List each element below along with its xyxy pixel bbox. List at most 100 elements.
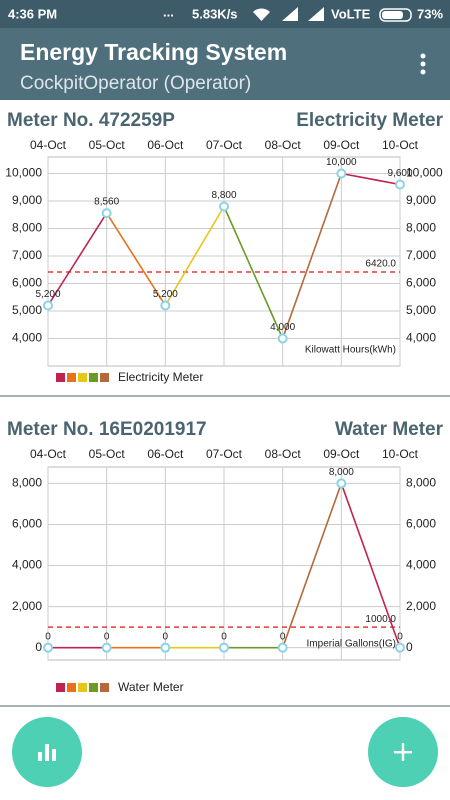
status-battery: 73% <box>417 6 443 21</box>
y2-tick-label: 6,000 <box>406 276 436 290</box>
line-segment <box>340 483 401 648</box>
line-segment <box>105 212 167 306</box>
y-tick-label: 6,000 <box>12 276 42 290</box>
value-label: 5,200 <box>153 289 178 300</box>
legend-swatch <box>67 373 76 382</box>
value-label: 8,560 <box>94 197 119 208</box>
y-tick-label: 5,000 <box>12 303 42 317</box>
y-tick-label: 7,000 <box>12 248 42 262</box>
y2-tick-label: 0 <box>406 640 413 654</box>
value-label: 8,000 <box>329 467 354 478</box>
x-tick-label: 07-Oct <box>206 447 243 461</box>
x-tick-label: 10-Oct <box>382 138 419 152</box>
app-bar <box>0 28 450 100</box>
data-point <box>219 201 229 212</box>
meter-title: Meter No. 472259P <box>7 110 175 131</box>
limit-label: 1000.0 <box>365 614 396 625</box>
line-segment <box>281 173 343 339</box>
y2-tick-label: 8,000 <box>406 221 436 235</box>
value-label: 0 <box>397 631 403 642</box>
y2-tick-label: 5,000 <box>406 303 436 317</box>
y2-tick-label: 9,000 <box>406 193 436 207</box>
legend-swatch <box>56 683 65 692</box>
data-point <box>160 642 171 653</box>
y2-tick-label: 4,000 <box>406 331 436 345</box>
value-label: 9,600 <box>387 168 412 179</box>
value-label: 0 <box>104 631 110 642</box>
data-point <box>43 300 53 311</box>
data-point <box>277 642 288 653</box>
battery-icon <box>379 8 412 22</box>
value-label: 5,200 <box>35 289 60 300</box>
chart-button[interactable] <box>12 717 82 787</box>
y-tick-label: 6,000 <box>12 517 42 531</box>
y-tick-label: 9,000 <box>12 193 42 207</box>
value-label: 4,000 <box>270 322 295 333</box>
x-tick-label: 06-Oct <box>147 447 184 461</box>
value-label: 0 <box>280 631 286 642</box>
y-tick-label: 2,000 <box>12 599 42 613</box>
legend-swatch <box>78 373 87 382</box>
y-tick-label: 8,000 <box>12 221 42 235</box>
meter-title: Meter No. 16E0201917 <box>7 419 207 440</box>
x-tick-label: 10-Oct <box>382 447 419 461</box>
data-point <box>43 642 53 653</box>
line-segment <box>164 206 225 306</box>
line-segment <box>281 483 343 648</box>
legend-swatch <box>89 683 98 692</box>
add-button[interactable] <box>368 717 438 787</box>
unit-label: Kilowatt Hours(kWh) <box>305 345 396 356</box>
x-tick-label: 08-Oct <box>265 447 302 461</box>
legend-swatch <box>56 373 65 382</box>
y-tick-label: 0 <box>35 640 42 654</box>
y-tick-label: 4,000 <box>12 331 42 345</box>
signal-icon <box>308 7 324 21</box>
y-tick-label: 8,000 <box>12 476 42 490</box>
x-tick-label: 09-Oct <box>323 447 360 461</box>
data-point <box>336 478 347 489</box>
data-point <box>101 642 112 653</box>
data-point <box>219 642 229 653</box>
meter-type: Electricity Meter <box>296 110 443 131</box>
x-tick-label: 05-Oct <box>89 447 126 461</box>
status-network: VoLTE <box>331 6 371 21</box>
wifi-icon <box>253 8 270 21</box>
legend-swatch <box>89 373 98 382</box>
line-segment <box>47 212 108 306</box>
meter-type: Water Meter <box>335 419 444 440</box>
x-tick-label: 08-Oct <box>265 138 302 152</box>
y2-tick-label: 2,000 <box>406 599 436 613</box>
y2-tick-label: 4,000 <box>406 558 436 572</box>
legend-label: Water Meter <box>118 680 184 694</box>
unit-label: Imperial Gallons(IG) <box>307 639 396 650</box>
line-segment <box>341 172 401 186</box>
x-tick-label: 06-Oct <box>147 138 184 152</box>
menu-button[interactable] <box>420 53 426 75</box>
status-bar <box>0 0 450 28</box>
signal-icon <box>282 7 298 21</box>
data-point <box>101 208 112 219</box>
status-time: 4:36 PM <box>8 6 57 21</box>
y2-tick-label: 10,000 <box>406 166 443 180</box>
x-tick-label: 07-Oct <box>206 138 243 152</box>
y2-tick-label: 8,000 <box>406 476 436 490</box>
app-subtitle: CockpitOperator (Operator) <box>20 73 251 94</box>
battery-level <box>382 11 403 19</box>
legend-label: Electricity Meter <box>118 370 203 384</box>
legend-swatch <box>67 683 76 692</box>
legend-swatch <box>78 683 87 692</box>
limit-label: 6420.0 <box>365 259 396 270</box>
x-tick-label: 05-Oct <box>89 138 126 152</box>
line-segment <box>223 206 284 339</box>
x-tick-label: 04-Oct <box>30 447 67 461</box>
value-label: 0 <box>45 631 51 642</box>
legend-swatch <box>100 683 109 692</box>
y2-tick-label: 6,000 <box>406 517 436 531</box>
x-tick-label: 09-Oct <box>323 138 360 152</box>
value-label: 0 <box>163 631 169 642</box>
value-label: 8,800 <box>211 190 236 201</box>
y-tick-label: 10,000 <box>5 166 42 180</box>
data-point <box>277 333 288 344</box>
